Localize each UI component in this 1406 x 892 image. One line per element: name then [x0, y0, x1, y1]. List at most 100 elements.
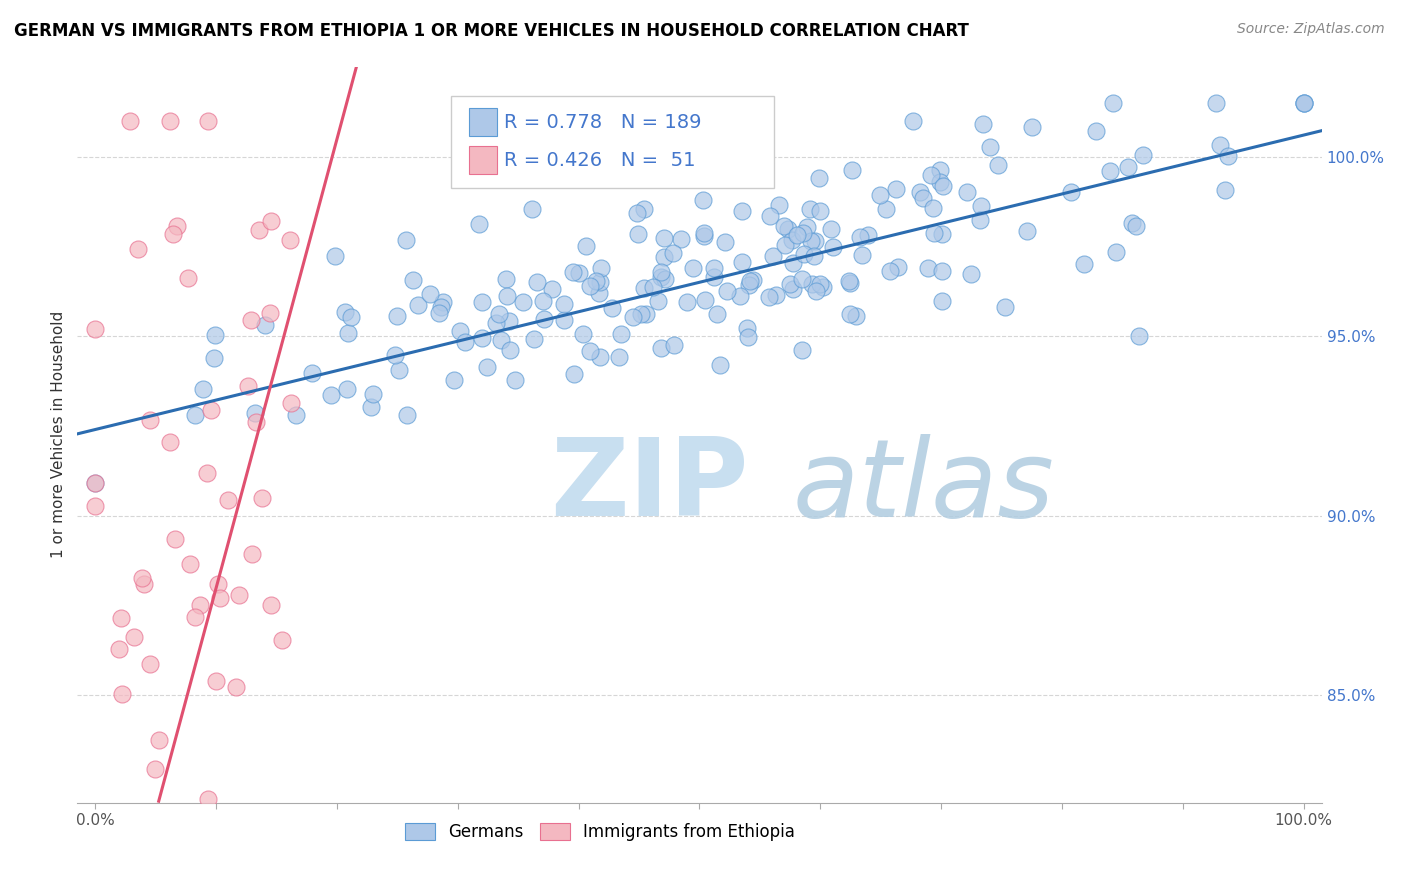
Point — [627, 227, 650, 241]
Point — [1098, 164, 1121, 178]
Point — [1132, 148, 1154, 162]
Point — [869, 188, 891, 202]
Point — [523, 332, 546, 346]
Point — [820, 222, 842, 236]
Point — [384, 348, 406, 362]
Point — [768, 197, 790, 211]
Point — [813, 279, 835, 293]
Point — [776, 222, 799, 236]
Point — [931, 293, 953, 308]
Point — [1292, 95, 1315, 110]
Point — [522, 202, 544, 217]
Point — [385, 309, 408, 323]
Y-axis label: 1 or more Vehicles in Household: 1 or more Vehicles in Household — [51, 311, 66, 558]
Point — [790, 271, 813, 285]
Point — [693, 293, 716, 307]
Point — [799, 202, 821, 217]
Point — [131, 571, 153, 585]
Text: ZIP: ZIP — [550, 434, 748, 540]
Point — [260, 214, 283, 228]
Point — [197, 113, 219, 128]
Point — [661, 246, 683, 260]
Point — [453, 334, 475, 349]
Point — [654, 271, 676, 285]
Point — [319, 387, 342, 401]
Point — [589, 350, 612, 364]
Point — [184, 409, 207, 423]
Point — [568, 266, 591, 280]
Point — [247, 223, 270, 237]
Point — [740, 274, 762, 288]
Point — [636, 306, 658, 320]
Point — [388, 363, 411, 377]
Point — [803, 249, 825, 263]
Point — [512, 294, 534, 309]
Point — [845, 309, 868, 323]
Point — [1121, 216, 1143, 230]
Point — [591, 261, 613, 276]
Point — [792, 343, 814, 358]
Legend: Germans, Immigrants from Ethiopia: Germans, Immigrants from Ethiopia — [398, 816, 801, 847]
Point — [419, 287, 441, 301]
Point — [589, 276, 612, 290]
Point — [804, 234, 827, 248]
Point — [301, 366, 323, 380]
Point — [804, 284, 827, 298]
Point — [849, 229, 872, 244]
Point — [676, 295, 699, 310]
Point — [650, 265, 672, 279]
Point — [609, 350, 631, 364]
Point — [779, 277, 801, 291]
Point — [553, 297, 575, 311]
Point — [922, 226, 945, 240]
Point — [841, 162, 863, 177]
Point — [650, 341, 672, 355]
Point — [600, 301, 623, 315]
Point — [1205, 95, 1227, 110]
Point — [427, 305, 450, 319]
Point — [650, 270, 672, 285]
Point — [1292, 95, 1315, 110]
Point — [139, 413, 162, 427]
Point — [928, 163, 950, 178]
Point — [1017, 224, 1039, 238]
Point — [970, 199, 993, 213]
Point — [572, 326, 595, 341]
Point — [505, 373, 527, 387]
Point — [395, 408, 418, 422]
Point — [207, 577, 229, 591]
Point — [1128, 329, 1150, 343]
Point — [449, 324, 471, 338]
Point — [179, 557, 201, 571]
Point — [800, 277, 823, 291]
Point — [693, 228, 716, 243]
Point — [127, 242, 149, 256]
Point — [205, 673, 228, 688]
Point — [920, 168, 942, 182]
Point — [495, 289, 517, 303]
Point — [136, 812, 159, 826]
Point — [1105, 244, 1128, 259]
Point — [972, 117, 994, 131]
Point — [360, 400, 382, 414]
Point — [110, 611, 132, 625]
Point — [204, 328, 226, 343]
Point — [280, 396, 302, 410]
Point — [177, 270, 200, 285]
Point — [159, 435, 181, 450]
Point — [250, 491, 273, 505]
Point — [633, 281, 655, 295]
Point — [200, 403, 222, 417]
Point — [730, 204, 752, 219]
Point — [260, 599, 283, 613]
Point — [122, 630, 145, 644]
Point — [110, 687, 132, 701]
Point — [84, 321, 107, 335]
Point — [921, 201, 943, 215]
Point — [908, 186, 931, 200]
Point — [643, 280, 665, 294]
Point — [775, 238, 797, 252]
Point — [960, 267, 983, 281]
Point — [361, 386, 384, 401]
Point — [758, 290, 780, 304]
